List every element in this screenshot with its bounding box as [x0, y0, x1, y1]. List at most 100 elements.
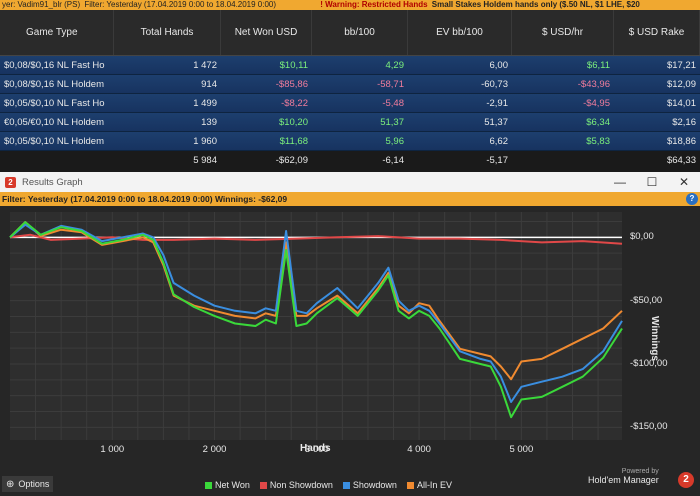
y-axis-label: Winnings	[649, 316, 660, 361]
top-filter-bar: yer: Vadim91_blr (PS) Filter: Yesterday …	[0, 0, 700, 10]
cell-net: $10,11	[279, 60, 308, 71]
cell-hands: 139	[201, 117, 217, 128]
cell-hr: -$4,95	[583, 98, 610, 109]
options-icon: ⊕	[6, 478, 15, 490]
x-tick-label: 4 000	[407, 444, 431, 455]
legend-showdown[interactable]: Showdown	[342, 480, 397, 490]
close-button[interactable]: ✕	[678, 175, 690, 189]
table-row[interactable]: $0,05/$0,10 NL Holdem 1 960 $11,68 5,96 6,62…	[0, 132, 700, 151]
cell-rake: $2,16	[672, 117, 696, 128]
maximize-button[interactable]: ☐	[646, 175, 658, 189]
table-row[interactable]: $0,05/$0,10 NL Fast Ho 1 499 -$8,22 -5,48 -2…	[0, 94, 700, 113]
header-game-type[interactable]: Game Type	[0, 10, 114, 55]
warning-label: ! Warning: Restricted Hands	[320, 0, 428, 9]
cell-rake: $17,21	[666, 60, 696, 71]
cell-bb: 5,96	[385, 136, 405, 147]
header-net-won[interactable]: Net Won USD	[221, 10, 312, 55]
cell-net: -$62,09	[275, 155, 308, 166]
cell-ev: -60,73	[481, 79, 508, 90]
brand-name: Hold'em Manager	[588, 475, 659, 485]
player-label: yer: Vadim91_blr (PS)	[2, 0, 81, 9]
results-graph-window: 2 Results Graph — ☐ ✕ Filter: Yesterday …	[0, 172, 700, 496]
help-icon[interactable]: ?	[686, 193, 698, 205]
app-icon: 2	[5, 176, 16, 188]
legend-swatch	[342, 481, 350, 489]
cell-game: $0,08/$0,16 NL Fast Ho	[4, 60, 105, 71]
y-tick-label: $0,00	[630, 231, 654, 243]
cell-rake: $64,33	[666, 155, 696, 166]
x-tick-label: 5 000	[509, 444, 534, 455]
cell-bb: -58,71	[377, 79, 404, 90]
cell-hands: 914	[201, 79, 217, 90]
cell-ev: 6,62	[489, 136, 509, 147]
y-tick-label: -$150,00	[630, 421, 668, 433]
y-tick-label: -$50,00	[630, 294, 663, 306]
legend-net-won[interactable]: Net Won	[205, 480, 250, 490]
cell-hr: $6,34	[586, 117, 610, 128]
cell-ev: -5,17	[486, 155, 508, 166]
cell-bb: 4,29	[385, 60, 405, 71]
graph-filter-bar: Filter: Yesterday (17.04.2019 0:00 to 18…	[0, 192, 700, 206]
header-ev-bb100[interactable]: EV bb/100	[408, 10, 512, 55]
cell-ev: 6,00	[489, 60, 509, 71]
cell-bb: -5,48	[382, 98, 404, 109]
cell-hr: $6,11	[586, 60, 610, 71]
chart-legend: Net Won Non Showdown Showdown All-In EV	[205, 480, 462, 490]
window-title: Results Graph	[22, 176, 83, 188]
series-all-in-ev	[9, 221, 623, 381]
legend-swatch	[205, 481, 212, 489]
table-row[interactable]: $0,08/$0,16 NL Fast Ho 1 472 $10,11 4,29 6,0…	[0, 56, 700, 75]
results-chart: $0,00 -$50,00 -$100,00 -$150,00 1 000 2 000 3 …	[0, 206, 700, 496]
cell-hands: 1 499	[193, 98, 217, 109]
cell-game	[0, 151, 114, 170]
cell-hr: -$43,96	[577, 79, 610, 90]
cell-game: $0,05/$0,10 NL Holdem	[4, 136, 104, 147]
table-total-row: 5 984 -$62,09 -6,14 -5,17 $64,33	[0, 151, 700, 170]
cell-ev: 51,37	[484, 117, 508, 128]
header-usd-hr[interactable]: $ USD/hr	[512, 10, 614, 55]
minimize-button[interactable]: —	[614, 175, 626, 189]
series-non-showdown	[9, 233, 623, 245]
cell-game: $0,05/$0,10 NL Fast Ho	[4, 98, 105, 109]
cell-game: $0,08/$0,16 NL Holdem	[4, 79, 104, 90]
brand-credit: Powered by Hold'em Manager	[588, 468, 659, 485]
cell-hr	[512, 151, 614, 170]
options-label: Options	[18, 479, 50, 489]
cell-hands: 1 472	[193, 60, 217, 71]
cell-hands: 1 960	[193, 136, 217, 147]
brand-logo-icon: 2	[678, 472, 694, 488]
header-bb100[interactable]: bb/100	[312, 10, 408, 55]
header-total-hands[interactable]: Total Hands	[114, 10, 221, 55]
cell-ev: -2,91	[486, 98, 508, 109]
options-button[interactable]: ⊕ Options	[2, 476, 54, 492]
powered-by-label: Powered by	[621, 468, 659, 475]
legend-allin-ev[interactable]: All-In EV	[406, 480, 452, 490]
legend-swatch	[259, 481, 267, 489]
table-row[interactable]: $0,08/$0,16 NL Holdem 914 -$85,86 -58,71 -60…	[0, 75, 700, 94]
y-tick-label: -$100,00	[630, 358, 668, 369]
header-usd-rake[interactable]: $ USD Rake	[614, 10, 700, 55]
plot-area	[10, 212, 622, 440]
legend-swatch	[406, 481, 414, 489]
cell-net: $11,68	[279, 136, 308, 147]
series-net-won	[9, 221, 623, 419]
cell-rake: $14,01	[666, 98, 696, 109]
legend-label: Showdown	[352, 480, 397, 490]
x-axis-label: Hands	[300, 443, 331, 454]
cell-bb: -6,14	[382, 155, 404, 166]
table-header: Game Type Total Hands Net Won USD bb/100…	[0, 10, 700, 56]
cell-net: $10,20	[278, 117, 308, 128]
cell-net: -$85,86	[275, 79, 308, 90]
window-titlebar: 2 Results Graph — ☐ ✕	[0, 172, 700, 192]
x-tick-label: 1 000	[100, 444, 125, 455]
cell-bb: 51,37	[380, 117, 404, 128]
cell-hr: $5,83	[586, 136, 610, 147]
series-showdown	[9, 223, 623, 403]
chart-svg	[9, 212, 623, 440]
cell-net: -$8,22	[281, 98, 308, 109]
legend-non-showdown[interactable]: Non Showdown	[259, 480, 333, 490]
graph-filter-label: Filter: Yesterday (17.04.2019 0:00 to 18…	[2, 194, 288, 204]
legend-label: All-In EV	[416, 480, 452, 490]
x-tick-label: 3 000	[304, 444, 329, 455]
table-row[interactable]: €0,05/€0,10 NL Holdem 139 $10,20 51,37 51,37…	[0, 113, 700, 132]
